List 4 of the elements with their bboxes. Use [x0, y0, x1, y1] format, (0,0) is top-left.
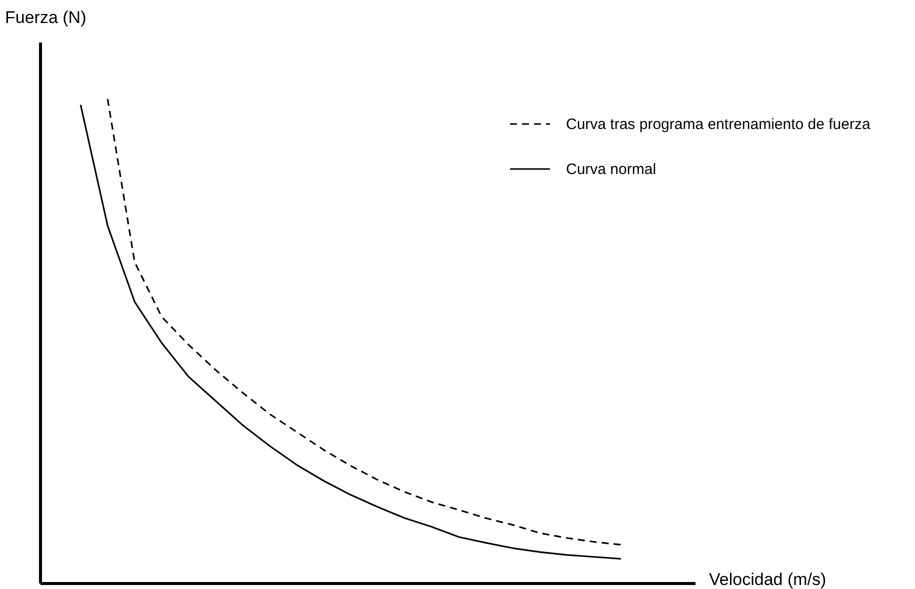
- legend-label: Curva tras programa entrenamiento de fuerza: [566, 116, 871, 133]
- legend-label: Curva normal: [566, 161, 656, 178]
- y-axis-title: Fuerza (N): [5, 8, 86, 27]
- x-axis-title: Velocidad (m/s): [709, 570, 826, 589]
